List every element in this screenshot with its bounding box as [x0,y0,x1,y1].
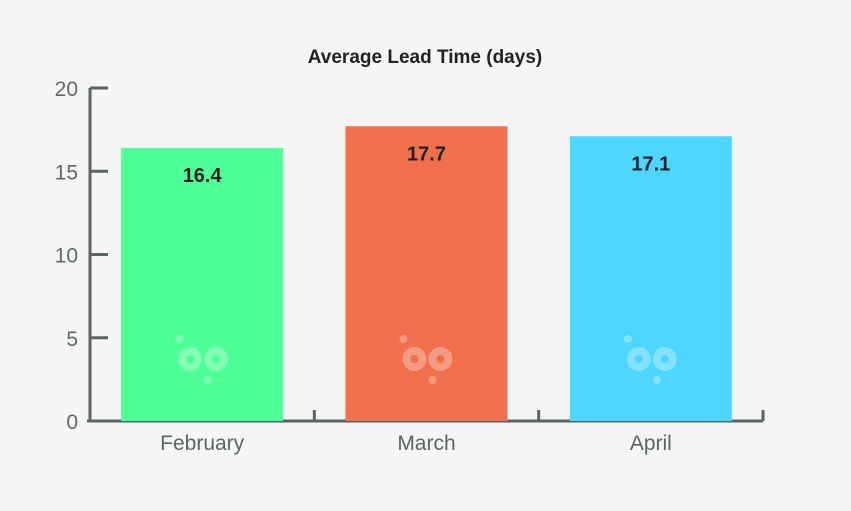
chart-title: Average Lead Time (days) [308,47,542,68]
category-label-april: April [630,432,672,455]
y-tick-label-10: 10 [55,245,78,268]
y-tick-label-0: 0 [66,411,78,434]
y-tick-label-15: 15 [55,161,78,184]
bars [121,126,732,422]
category-label-march: March [397,432,455,455]
category-label-february: February [160,432,245,455]
data-label-april: 17.1 [631,153,670,175]
bp-logo-icon [399,335,453,384]
bp-logo-icon [175,335,229,384]
labels: 16.4 February 17.7 March 17.1 April 0 5 10 15 20 [55,78,672,455]
bar-march [345,126,508,422]
y-tick-label-5: 5 [66,328,78,351]
data-label-february: 16.4 [183,165,223,187]
data-label-march: 17.7 [407,143,446,165]
bar-february [121,147,284,421]
y-tick-label-20: 20 [55,78,78,101]
bp-logo-icon [623,335,677,384]
bar-april [569,136,732,421]
